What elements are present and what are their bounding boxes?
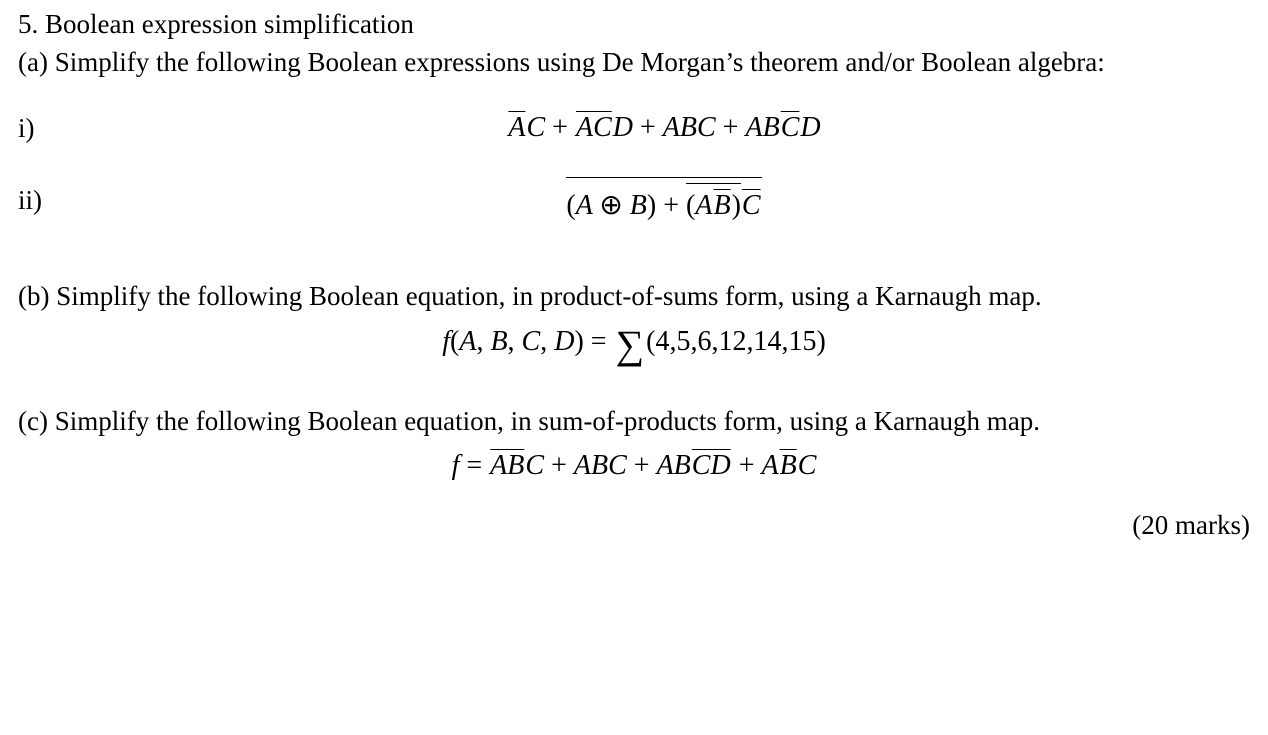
part-b-text: Simplify the following Boolean equation,… — [56, 281, 1041, 311]
part-a-item-i-equation: AC + ACD + ABC + ABCD — [78, 109, 1250, 147]
part-b-label: (b) — [18, 281, 49, 311]
part-c-text: Simplify the following Boolean equation,… — [55, 406, 1040, 436]
marks: (20 marks) — [18, 507, 1250, 543]
part-a-prompt: (a) Simplify the following Boolean expre… — [18, 44, 1250, 80]
part-a-item-ii-row: ii) (A ⊕ B) + (AB)C — [18, 177, 1250, 225]
part-b-prompt: (b) Simplify the following Boolean equat… — [18, 278, 1250, 314]
part-c-prompt: (c) Simplify the following Boolean equat… — [18, 403, 1250, 439]
part-a-text: Simplify the following Boolean expressio… — [55, 47, 1105, 77]
exam-question: 5. Boolean expression simplification (a)… — [0, 0, 1268, 562]
question-title: Boolean expression simplification — [45, 9, 414, 39]
question-number: 5. — [18, 9, 38, 39]
part-a-label: (a) — [18, 47, 48, 77]
part-a-item-i-row: i) AC + ACD + ABC + ABCD — [18, 109, 1250, 147]
part-b-minterms: 4,5,6,12,14,15 — [655, 326, 816, 357]
part-c-equation: f = ABC + ABC + ABCD + ABC — [18, 447, 1250, 485]
part-a-item-i-label: i) — [18, 110, 78, 146]
part-c-label: (c) — [18, 406, 48, 436]
part-a-item-ii-equation: (A ⊕ B) + (AB)C — [78, 177, 1250, 225]
part-b-equation: f(A, B, C, D) = ∑(4,5,6,12,14,15) — [18, 323, 1250, 361]
part-a-item-ii-label: ii) — [18, 182, 78, 218]
question-heading: 5. Boolean expression simplification — [18, 6, 1250, 42]
